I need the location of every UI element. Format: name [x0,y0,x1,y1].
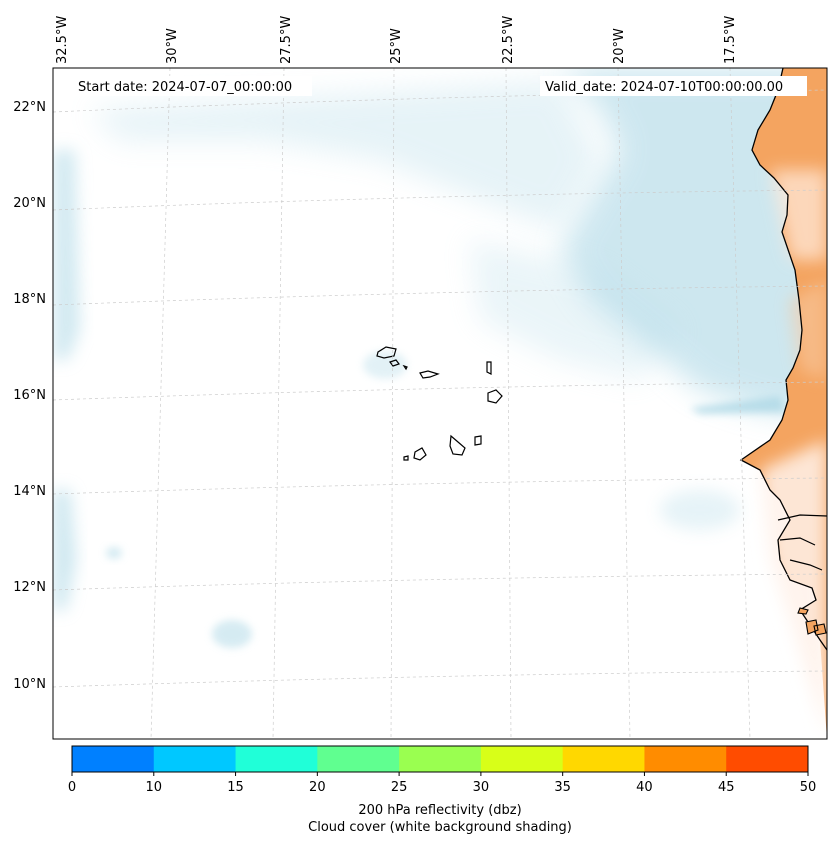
longitude-labels: 32.5°W 30°W 27.5°W 25°W 22.5°W 20°W 17.5… [55,16,738,64]
graticule [53,68,827,739]
cloud-band-north [90,80,600,230]
lat-label-14n: 14°N [13,484,46,499]
lon-label-30w: 30°W [165,28,180,64]
lon-label-17-5w: 17.5°W [723,16,738,64]
colorbar-tick-label-9: 50 [800,780,817,795]
colorbar-tick-label-8: 45 [718,780,735,795]
cloud-band-central [470,240,680,380]
colorbar-label-cloud-cover: Cloud cover (white background shading) [308,820,572,835]
latitude-labels: 22°N 20°N 18°N 16°N 14°N 12°N 10°N [13,100,46,692]
colorbar-segment-5 [480,746,564,772]
map-panel: Start date: 2024-07-07_00:00:00 Valid_da… [53,68,827,739]
lat-label-18n: 18°N [13,292,46,307]
cloud-west-edge [53,150,80,360]
cloud-patch-south [212,620,252,648]
colorbar-tick-label-6: 35 [554,780,571,795]
island-santiago [449,434,466,456]
island-sal [486,361,492,375]
bissau-islands [797,607,827,636]
start-date-label: Start date: 2024-07-07_00:00:00 [78,80,292,95]
island-santa-luzia [402,364,408,371]
gambia-coast-detail [777,514,827,571]
lon-label-32-5w: 32.5°W [55,16,70,64]
colorbar-tick-label-7: 40 [636,780,653,795]
colorbar-segment-2 [235,746,318,772]
land-cloud-tint [770,170,827,260]
valid-date-label: Valid_date: 2024-07-10T00:00:00.00 [545,80,783,95]
africa-coastline [739,68,827,651]
colorbar-tick-label-4: 25 [391,780,408,795]
island-sao-vicente [389,359,400,367]
colorbar-label-reflectivity: 200 hPa reflectivity (dbz) [358,803,521,818]
lat-label-22n: 22°N [13,100,46,115]
lon-label-27-5w: 27.5°W [279,16,294,64]
colorbar-segment-1 [153,746,237,772]
colorbar: 0 10 15 20 25 30 35 40 45 50 [68,745,817,795]
island-maio [474,435,482,446]
colorbar-tick-label-1: 10 [146,780,163,795]
land-cloud-tint-south [760,440,827,739]
map-frame [52,67,828,740]
cloud-streak-east [690,396,786,414]
colorbar-tick-label-5: 30 [473,780,490,795]
colorbar-segment-0 [72,746,155,772]
island-santo-antao [376,346,397,359]
lat-label-12n: 12°N [13,580,46,595]
lat-label-10n: 10°N [13,677,46,692]
colorbar-segment-7 [644,746,727,772]
lon-label-22-5w: 22.5°W [501,16,516,64]
colorbar-tick-label-2: 15 [227,780,244,795]
start-date-box [72,76,312,96]
cloud-patch-west [106,547,122,559]
cloud-west-lower [53,490,76,610]
cape-verde-islands [376,346,503,461]
lon-label-20w: 20°W [612,28,627,64]
colorbar-segment-3 [317,746,400,772]
colorbar-segment-8 [726,746,809,772]
island-brava [403,455,409,461]
island-fogo [413,447,427,461]
colorbar-frame [71,745,809,773]
lat-label-16n: 16°N [13,388,46,403]
island-boa-vista [487,389,503,404]
colorbar-segment-4 [399,746,482,772]
colorbar-segment-6 [562,746,645,772]
cloud-patch-islands [363,351,407,379]
cloud-patch-southeast [660,490,740,530]
colorbar-tick-label-3: 20 [309,780,326,795]
colorbar-tick-label-0: 0 [68,780,76,795]
lat-label-20n: 20°N [13,196,46,211]
lon-label-25w: 25°W [389,28,404,64]
island-sao-nicolau [419,370,440,379]
valid-date-box [540,76,807,96]
